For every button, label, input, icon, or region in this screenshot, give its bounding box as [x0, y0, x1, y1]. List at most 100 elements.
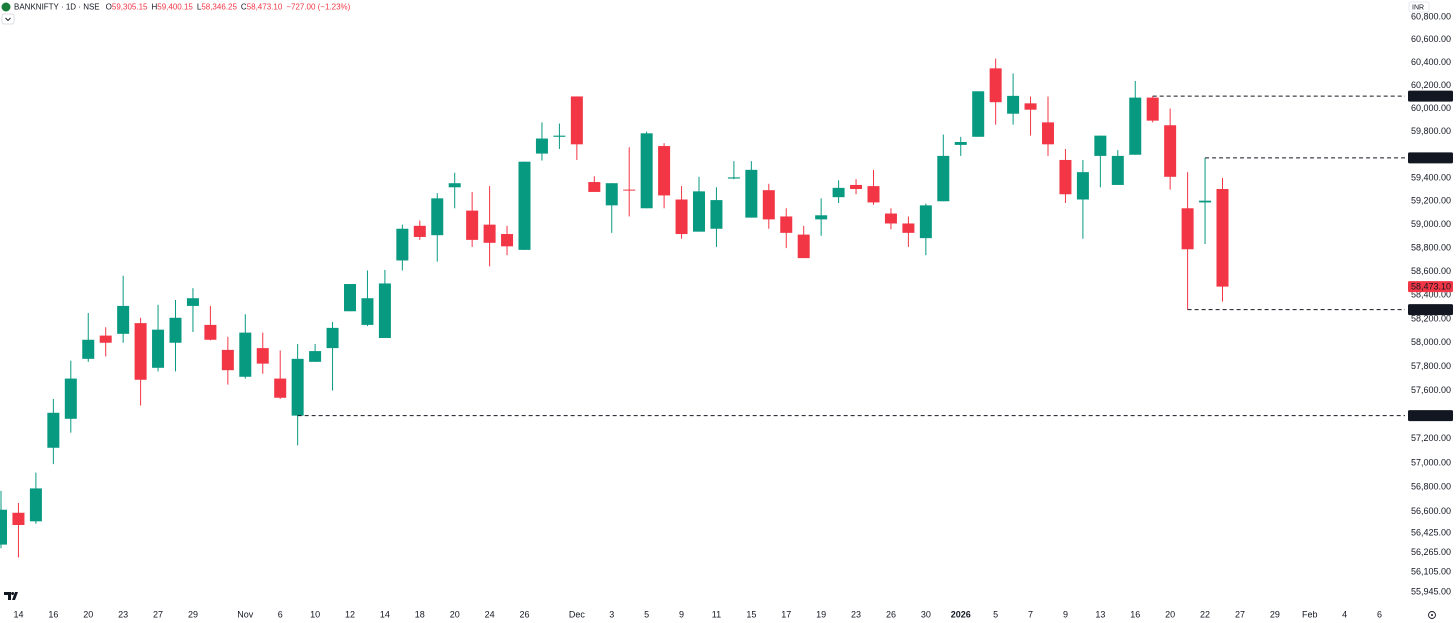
body — [675, 199, 688, 235]
body — [1024, 103, 1037, 110]
body — [483, 224, 496, 243]
currency: INR — [1412, 4, 1424, 11]
symbol: BANKNIFTY · 1D · NSE — [14, 3, 100, 12]
price-line-label: 60,107.50 — [1411, 91, 1451, 101]
body — [710, 200, 723, 229]
body — [919, 205, 932, 239]
collapse-button[interactable] — [1, 13, 15, 25]
y-tick-label: 60,200.00 — [1411, 80, 1451, 90]
y-tick-label: 58,800.00 — [1411, 242, 1451, 252]
x-tick-label: 7 — [1028, 609, 1033, 619]
settings-icon[interactable] — [1428, 611, 1436, 619]
x-tick-label: 18 — [415, 609, 425, 619]
price-axis: 60,800.00 60,600.00 60,400.00 60,200.00 60,0… — [1408, 11, 1453, 596]
price-line-label: 58,278.60 — [1411, 305, 1451, 315]
body — [867, 186, 880, 203]
body — [815, 215, 828, 220]
body — [1111, 155, 1124, 185]
gear-hub — [1431, 614, 1433, 616]
body — [535, 138, 548, 154]
currency-box[interactable] — [1408, 1, 1430, 13]
body — [1199, 200, 1212, 203]
x-tick-label: 20 — [1165, 609, 1175, 619]
body — [1216, 189, 1229, 287]
x-tick-label: 23 — [118, 609, 128, 619]
x-tick-label: 16 — [48, 609, 58, 619]
x-tick-label: 14 — [13, 609, 23, 619]
x-tick-label: 9 — [679, 609, 684, 619]
y-tick-label: 56,105.00 — [1411, 567, 1451, 577]
price-lines — [297, 95, 1405, 417]
body — [466, 210, 479, 240]
body — [431, 198, 444, 236]
y-tick-label: 60,400.00 — [1411, 57, 1451, 67]
body — [937, 155, 950, 202]
body — [396, 228, 409, 261]
gear[interactable] — [1428, 611, 1436, 619]
y-tick-label: 59,400.00 — [1411, 172, 1451, 182]
logo-mark — [4, 592, 18, 600]
y-tick-label: 57,800.00 — [1411, 361, 1451, 371]
body — [640, 133, 653, 209]
ohlc-key: C — [241, 3, 247, 12]
body — [1042, 122, 1054, 145]
body — [832, 187, 845, 198]
body — [518, 161, 531, 250]
x-tick-label: 29 — [188, 609, 198, 619]
candles — [0, 58, 1229, 558]
body — [605, 183, 618, 206]
price-line-label-box — [1408, 410, 1453, 422]
body — [1164, 125, 1177, 177]
body — [902, 223, 915, 233]
body — [1007, 95, 1020, 114]
symbol-icon — [1, 2, 11, 12]
x-tick-label: 30 — [921, 609, 931, 619]
x-tick-label: 14 — [380, 609, 390, 619]
body — [1076, 172, 1089, 200]
body — [780, 216, 793, 233]
x-tick-label: 5 — [993, 609, 998, 619]
body — [256, 348, 269, 364]
body — [152, 329, 165, 368]
body — [221, 349, 234, 371]
x-tick-label: 29 — [1270, 609, 1280, 619]
x-tick-label: 11 — [712, 609, 721, 619]
logo-dot — [11, 592, 15, 595]
y-tick-label: 59,000.00 — [1411, 219, 1451, 229]
body — [501, 234, 514, 247]
body — [850, 184, 863, 190]
body — [239, 332, 252, 377]
y-tick-label: 59,200.00 — [1411, 196, 1451, 206]
y-tick-label: 60,000.00 — [1411, 103, 1451, 113]
x-tick-label: 4 — [1342, 609, 1347, 619]
body — [797, 234, 810, 259]
x-tick-label: 20 — [83, 609, 93, 619]
x-tick-label: 20 — [450, 609, 460, 619]
price-line-label-box — [1408, 90, 1453, 102]
y-tick-label: 56,800.00 — [1411, 482, 1451, 492]
x-tick-label: 13 — [1095, 609, 1105, 619]
price-line-label: 57,391.40 — [1411, 410, 1451, 420]
x-tick-label: 23 — [851, 609, 861, 619]
y-tick-label: 60,800.00 — [1411, 11, 1451, 21]
change: −727.00 (−1.23%) — [286, 3, 350, 12]
price-line-label-box — [1408, 304, 1453, 316]
body — [344, 284, 356, 312]
ohlc-value: 58,473.10 — [247, 3, 283, 12]
x-tick-label: 5 — [644, 609, 649, 619]
body — [64, 378, 77, 419]
x-tick-label: 26 — [886, 609, 896, 619]
x-tick-label: Dec — [569, 609, 586, 619]
last-price-label: 58,473.10 — [1411, 281, 1451, 291]
body — [972, 91, 985, 137]
body — [1129, 97, 1142, 155]
y-tick-label: 58,200.00 — [1411, 313, 1451, 323]
x-tick-label: 15 — [746, 609, 756, 619]
body — [693, 191, 705, 232]
x-tick-label: 3 — [609, 609, 614, 619]
body — [727, 177, 740, 179]
y-tick-label: 58,000.00 — [1411, 337, 1451, 347]
body — [274, 378, 287, 398]
y-tick-label: 55,945.00 — [1411, 586, 1451, 596]
